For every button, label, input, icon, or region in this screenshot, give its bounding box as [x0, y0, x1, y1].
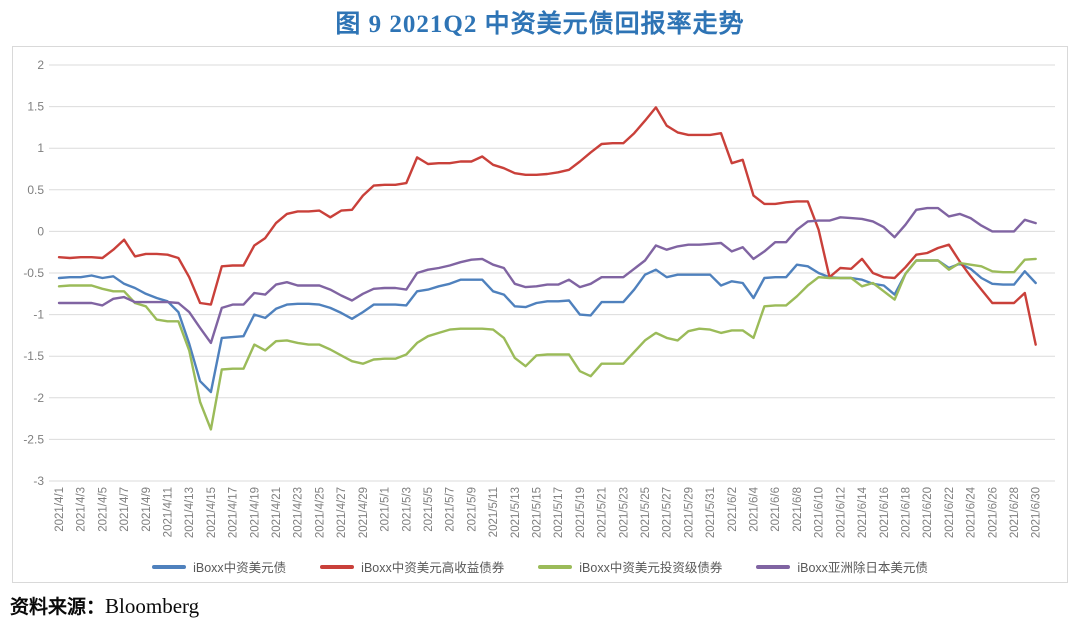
y-axis-tick-label: 0.5 [27, 183, 44, 197]
x-axis-tick-label: 2021/4/19 [249, 487, 261, 538]
x-axis-tick-label: 2021/5/19 [575, 487, 587, 538]
legend-item: iBoxx中资美元债 [152, 557, 286, 576]
x-axis-tick-label: 2021/6/28 [1009, 487, 1021, 538]
legend-item: iBoxx中资美元投资级债券 [538, 557, 722, 576]
x-axis-tick-label: 2021/4/11 [163, 487, 175, 537]
x-axis-tick-label: 2021/5/21 [597, 487, 609, 538]
x-axis-tick-label: 2021/5/25 [640, 487, 652, 538]
legend-label: iBoxx中资美元高收益债券 [361, 561, 505, 575]
legend-label: iBoxx中资美元债 [193, 561, 287, 575]
x-axis-tick-label: 2021/6/30 [1031, 487, 1043, 538]
x-axis-tick-label: 2021/5/17 [553, 487, 565, 538]
x-axis-tick-label: 2021/5/15 [532, 487, 544, 538]
legend-swatch [538, 564, 573, 569]
x-axis-tick-label: 2021/5/13 [510, 487, 522, 538]
x-axis-tick-label: 2021/4/1 [54, 487, 66, 532]
x-axis-tick-label: 2021/4/15 [206, 487, 218, 538]
x-axis-tick-label: 2021/5/11 [488, 487, 500, 537]
x-axis-tick-label: 2021/5/9 [466, 487, 478, 532]
y-axis-tick-label: 1 [37, 141, 44, 155]
legend-label: iBoxx中资美元投资级债券 [579, 561, 723, 575]
legend-label: iBoxx亚洲除日本美元债 [797, 561, 928, 575]
y-axis-tick-label: 1.5 [27, 100, 44, 114]
x-axis-tick-label: 2021/6/24 [966, 486, 978, 538]
x-axis-tick-label: 2021/5/31 [705, 487, 717, 538]
plot-area: 2 1.5 1 0.5 0 -0.5 -1 -1.5 -2 -2.5 -3 2021/4/1 2021/… [23, 58, 1055, 538]
x-axis-tick-label: 2021/6/8 [792, 487, 804, 532]
x-axis-tick-label: 2021/5/3 [401, 487, 413, 532]
series-line [57, 259, 1037, 394]
x-axis-tick-label: 2021/5/7 [445, 487, 457, 532]
x-axis-tick-label: 2021/4/7 [119, 487, 131, 532]
x-axis-tick-label: 2021/6/4 [749, 486, 761, 531]
x-axis-tick-label: 2021/5/27 [662, 487, 674, 538]
chart-title: 图 9 2021Q2 中资美元债回报率走势 [335, 11, 745, 38]
x-axis-tick-label: 2021/4/27 [336, 487, 348, 538]
y-axis-tick-label: 0 [37, 224, 44, 238]
source-label: 资料来源： [10, 597, 106, 618]
x-axis-tick-label: 2021/5/29 [683, 487, 695, 538]
source-note: 资料来源：Bloomberg [10, 592, 199, 619]
x-axis-tick-label: 2021/6/26 [987, 487, 999, 538]
line-chart: 2 1.5 1 0.5 0 -0.5 -1 -1.5 -2 -2.5 -3 2021/4/1 2021/… [12, 46, 1068, 583]
x-axis-tick-label: 2021/5/5 [423, 487, 435, 532]
y-axis-tick-label: -1 [33, 308, 44, 322]
chart-legend: iBoxx中资美元债 iBoxx中资美元高收益债券 iBoxx中资美元投资级债券 iB… [13, 557, 1067, 576]
series-line [57, 106, 1037, 346]
y-axis-tick-label: -3 [33, 474, 44, 488]
y-axis-tick-label: -1.5 [23, 349, 44, 363]
legend-swatch [756, 564, 791, 569]
x-axis-tick-label: 2021/6/22 [944, 487, 956, 538]
legend-item: iBoxx亚洲除日本美元债 [756, 557, 928, 576]
y-axis-tick-label: 2 [37, 58, 44, 72]
y-axis-tick-label: -2 [33, 391, 44, 405]
x-axis-tick-label: 2021/6/12 [835, 487, 847, 538]
series-line [57, 257, 1037, 431]
source-name: Bloomberg [105, 594, 200, 618]
x-axis-tick-label: 2021/4/21 [271, 487, 283, 538]
x-axis-tick-label: 2021/4/3 [76, 487, 88, 532]
x-axis-tick-label: 2021/6/16 [879, 487, 891, 538]
x-axis-tick-label: 2021/6/18 [901, 487, 913, 538]
x-axis-tick-label: 2021/4/13 [184, 487, 196, 538]
x-axis-tick-label: 2021/6/2 [727, 487, 739, 532]
x-axis-tick-label: 2021/5/23 [618, 487, 630, 538]
x-axis-tick-label: 2021/6/14 [857, 486, 869, 538]
x-axis-tick-label: 2021/6/6 [770, 487, 782, 532]
legend-item: iBoxx中资美元高收益债券 [320, 557, 504, 576]
x-axis-tick-label: 2021/4/9 [141, 487, 153, 532]
x-axis-tick-label: 2021/4/29 [358, 487, 370, 538]
x-axis-tick-label: 2021/6/10 [814, 487, 826, 538]
series-line [57, 206, 1037, 345]
x-axis-tick-label: 2021/4/25 [314, 487, 326, 538]
x-axis-tick-label: 2021/4/17 [228, 487, 240, 538]
y-axis-tick-label: -0.5 [23, 266, 44, 280]
legend-swatch [320, 564, 355, 569]
x-axis-tick-label: 2021/5/1 [380, 487, 392, 532]
y-axis-tick-label: -2.5 [23, 432, 44, 446]
x-axis-tick-label: 2021/6/20 [922, 487, 934, 538]
legend-swatch [152, 564, 187, 569]
x-axis-tick-label: 2021/4/5 [97, 487, 109, 532]
x-axis-tick-label: 2021/4/23 [293, 487, 305, 538]
